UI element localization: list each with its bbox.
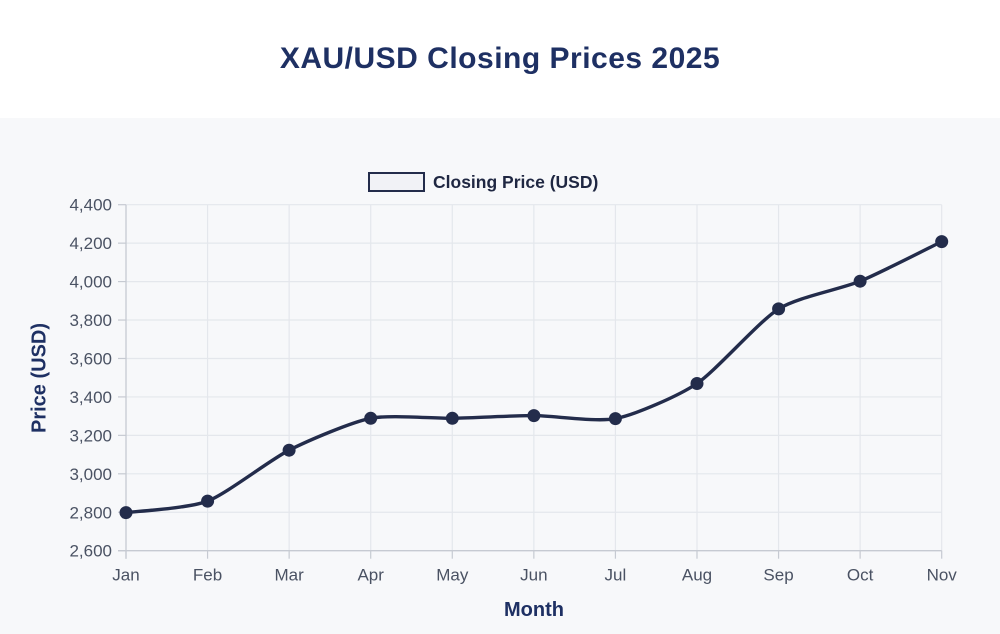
chart-panel: Closing Price (USD) 2,600 2,800 3,000 3,200… [0, 118, 1000, 634]
y-tick-label: 3,200 [69, 426, 112, 445]
data-point-sep[interactable] [772, 302, 786, 316]
y-tick-label: 3,400 [69, 388, 112, 407]
x-tick-label: Apr [357, 566, 384, 585]
x-tick-label: Jul [605, 566, 627, 585]
data-point-jun[interactable] [527, 409, 541, 423]
legend-swatch-icon [368, 172, 425, 192]
x-tick-label: May [436, 566, 469, 585]
data-point-mar[interactable] [282, 443, 296, 457]
chart-title: XAU/USD Closing Prices 2025 [279, 42, 721, 75]
data-point-nov[interactable] [935, 235, 949, 249]
y-axis-title: Price (USD) [28, 322, 51, 434]
x-tick-label: Aug [682, 566, 712, 585]
y-tick-label: 2,600 [69, 542, 112, 561]
line-chart: 2,600 2,800 3,000 3,200 3,400 3,600 3,800 4,000… [69, 196, 958, 585]
x-tick-label: Feb [193, 566, 222, 585]
y-tick-label: 4,200 [69, 234, 112, 253]
data-point-feb[interactable] [201, 494, 215, 508]
data-point-jan[interactable] [119, 506, 133, 520]
data-point-oct[interactable] [853, 274, 867, 288]
y-tick-label: 2,800 [69, 503, 112, 522]
legend-label: Closing Price (USD) [433, 171, 599, 192]
data-point-jul[interactable] [608, 412, 622, 426]
y-tick-label: 3,800 [69, 311, 112, 330]
x-tick-label: Mar [274, 566, 304, 585]
y-tick-label: 4,000 [69, 273, 112, 292]
data-point-may[interactable] [445, 411, 459, 425]
x-axis-title: Month [504, 599, 564, 621]
y-tick-label: 3,600 [69, 349, 112, 368]
data-point-aug[interactable] [690, 377, 704, 390]
x-tick-label: Oct [847, 566, 874, 585]
y-tick-label: 3,000 [69, 465, 112, 484]
x-tick-label: Sep [763, 566, 793, 585]
x-tick-label: Jan [112, 566, 139, 585]
x-tick-label: Nov [927, 566, 958, 585]
legend-item[interactable]: Closing Price (USD) [368, 171, 598, 193]
data-point-apr[interactable] [364, 411, 378, 425]
y-tick-label: 4,400 [69, 196, 112, 215]
x-tick-label: Jun [520, 566, 547, 585]
